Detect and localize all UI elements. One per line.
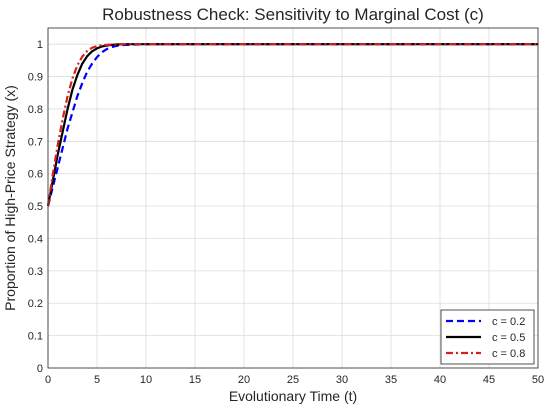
- x-tick-label: 0: [45, 374, 51, 386]
- x-tick-label: 50: [532, 374, 544, 386]
- y-tick-label: 0.2: [28, 298, 43, 310]
- x-tick-label: 20: [238, 374, 250, 386]
- chart-title: Robustness Check: Sensitivity to Margina…: [102, 5, 484, 24]
- x-tick-label: 25: [287, 374, 299, 386]
- y-tick-label: 0.8: [28, 104, 43, 116]
- x-tick-labels: 0 5 10 15 20 25 30 35 40 45 50: [45, 374, 544, 386]
- series-layer: [46, 43, 538, 207]
- legend-label-1: c = 0.2: [492, 316, 525, 328]
- x-tick-label: 15: [189, 374, 201, 386]
- y-tick-label: 0.3: [28, 266, 43, 278]
- x-tick-label: 40: [434, 374, 446, 386]
- x-tick-label: 5: [94, 374, 100, 386]
- x-tick-label: 10: [140, 374, 152, 386]
- x-axis-label: Evolutionary Time (t): [229, 388, 357, 404]
- y-axis-label: Proportion of High-Price Strategy (x): [2, 85, 18, 311]
- y-tick-label: 0.1: [28, 331, 43, 343]
- y-tick-label: 0.6: [28, 169, 43, 181]
- x-tick-label: 35: [385, 374, 397, 386]
- plot-frame: [47, 27, 539, 369]
- y-tick-label: 1: [37, 39, 43, 51]
- y-tick-label: 0.9: [28, 72, 43, 84]
- x-tick-label: 30: [336, 374, 348, 386]
- legend: c = 0.2 c = 0.5 c = 0.8: [440, 309, 535, 365]
- y-tick-label: 0.4: [28, 233, 43, 245]
- y-tick-label: 0: [37, 363, 43, 375]
- series-line-3: [46, 43, 538, 207]
- y-tick-label: 0.5: [28, 201, 43, 213]
- legend-label-3: c = 0.8: [492, 348, 525, 360]
- y-tick-label: 0.7: [28, 136, 43, 148]
- y-tick-labels: 0 0.1 0.2 0.3 0.4 0.5 0.6 0.7 0.8 0.9 1: [28, 39, 43, 375]
- x-tick-label: 45: [483, 374, 495, 386]
- legend-label-2: c = 0.5: [492, 332, 525, 344]
